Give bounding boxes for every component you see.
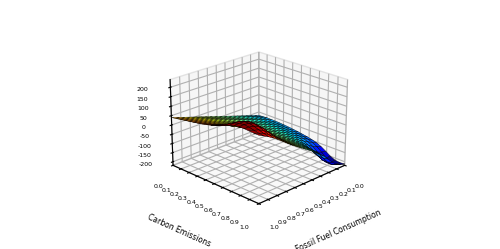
X-axis label: Fossil Fuel Consumption: Fossil Fuel Consumption xyxy=(294,208,382,249)
Y-axis label: Carbon Emissions: Carbon Emissions xyxy=(146,213,212,249)
